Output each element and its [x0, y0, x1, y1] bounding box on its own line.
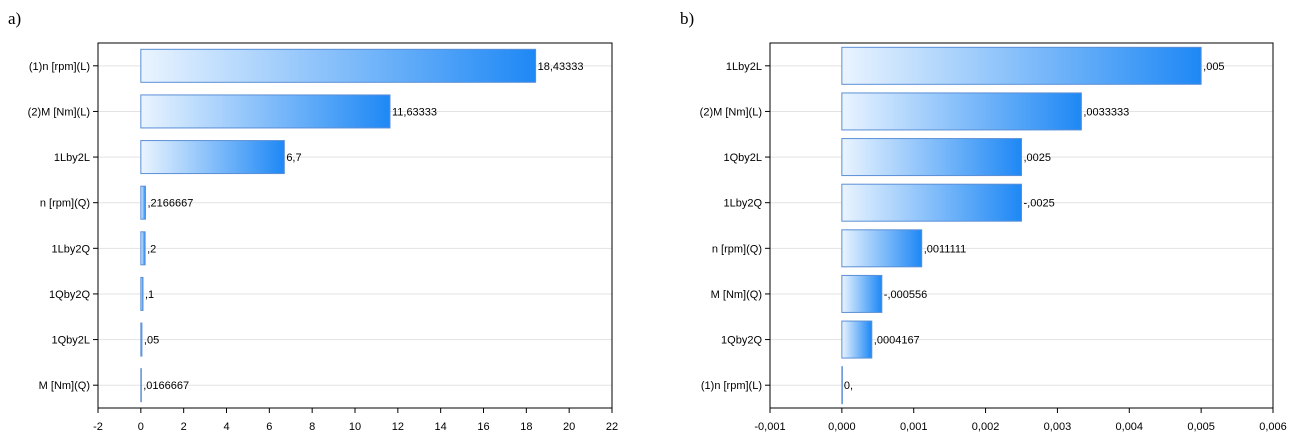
bar — [140, 276, 144, 311]
value-label: ,0033333 — [1083, 106, 1129, 118]
x-tick-label: -2 — [93, 421, 103, 433]
bar — [140, 322, 143, 357]
x-tick-label: 0,002 — [972, 421, 1000, 433]
category-label: M [Nm](Q) — [711, 289, 762, 301]
x-tick-label: 16 — [477, 421, 489, 433]
x-tick-label: 0,000 — [828, 421, 856, 433]
panel-label: a) — [8, 9, 21, 28]
chart-panel-a: a) -2 0 2 4 6 8 10 12 14 16 18 20 22 (1)n [rpm](L) 18,4… — [8, 9, 618, 433]
bar — [140, 94, 391, 129]
category-label: 1Qby2Q — [721, 335, 762, 347]
category-label: 1Qby2L — [723, 152, 762, 164]
x-tick-label: 0,001 — [900, 421, 928, 433]
value-label: -,0025 — [1024, 198, 1055, 210]
x-tick-label: 20 — [563, 421, 575, 433]
bar — [841, 320, 873, 359]
category-label: (2)M [Nm](L) — [28, 106, 90, 118]
value-label: 11,63333 — [392, 106, 437, 118]
x-tick-label: 6 — [266, 421, 272, 433]
category-label: n [rpm](Q) — [712, 243, 762, 255]
bar — [140, 368, 142, 403]
value-label: 18,43333 — [538, 61, 584, 73]
category-label: 1Lby2Q — [723, 198, 762, 210]
bar — [841, 92, 1082, 131]
category-label: 1Qby2Q — [49, 289, 90, 301]
bar — [841, 229, 923, 268]
x-tick-label: 4 — [223, 421, 229, 433]
value-label: ,2166667 — [147, 198, 193, 210]
bar — [841, 366, 843, 405]
category-label: 1Lby2Q — [51, 243, 90, 255]
bar — [841, 183, 1022, 222]
x-tick-label: 0,005 — [1187, 421, 1215, 433]
value-label: ,0004167 — [874, 335, 920, 347]
bar — [140, 48, 537, 83]
category-label: (1)n [rpm](L) — [701, 380, 762, 392]
bar — [140, 140, 285, 175]
x-tick-label: 14 — [435, 421, 447, 433]
bar — [841, 274, 883, 313]
x-tick-label: 0 — [138, 421, 144, 433]
value-label: 6,7 — [286, 152, 301, 164]
category-label: (2)M [Nm](L) — [700, 106, 762, 118]
x-tick-label: 0,003 — [1044, 421, 1072, 433]
x-tick-label: 8 — [309, 421, 315, 433]
x-tick-label: 10 — [349, 421, 361, 433]
panel-label: b) — [680, 9, 694, 28]
category-label: M [Nm](Q) — [39, 380, 90, 392]
value-label: ,0166667 — [143, 380, 189, 392]
value-label: -,000556 — [884, 289, 927, 301]
x-tick-label: 22 — [606, 421, 618, 433]
x-tick-label: -0,001 — [754, 421, 785, 433]
plot-frame — [769, 42, 1274, 409]
chart-panel-b: b) -0,001 0,000 0,001 0,002 0,003 0,004 0,005 0,… — [680, 9, 1287, 433]
category-label: 1Lby2L — [54, 152, 90, 164]
category-label: 1Lby2L — [726, 61, 762, 73]
value-label: ,2 — [147, 243, 156, 255]
x-tick-label: 18 — [520, 421, 532, 433]
x-tick-label: 2 — [181, 421, 187, 433]
x-tick-label: 12 — [392, 421, 404, 433]
bar — [140, 185, 146, 220]
value-label: ,0011111 — [924, 243, 967, 255]
value-label: ,1 — [145, 289, 154, 301]
bar — [841, 46, 1202, 85]
value-label: ,005 — [1203, 61, 1224, 73]
bar — [140, 231, 146, 266]
category-label: 1Qby2L — [51, 335, 90, 347]
x-tick-label: 0,004 — [1116, 421, 1144, 433]
category-label: n [rpm](Q) — [40, 198, 90, 210]
category-label: (1)n [rpm](L) — [29, 61, 90, 73]
value-label: ,0025 — [1024, 152, 1052, 164]
x-tick-label: 0,006 — [1259, 421, 1287, 433]
value-label: 0, — [844, 380, 853, 392]
value-label: ,05 — [144, 335, 159, 347]
bar — [841, 138, 1022, 177]
